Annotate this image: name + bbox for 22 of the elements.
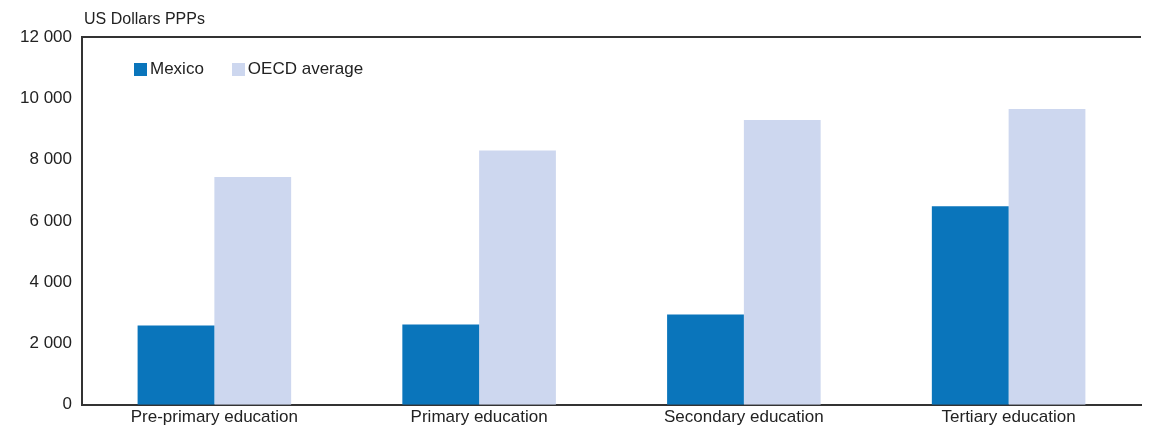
legend-label: OECD average — [247, 59, 364, 79]
x-tick-label: Pre-primary education — [130, 406, 298, 426]
y-tick-label: 10 000 — [20, 87, 72, 107]
bar — [137, 325, 215, 405]
legend-label: Mexico — [149, 59, 204, 79]
bar — [931, 206, 1009, 405]
y-axis-title: US Dollars PPPs — [84, 10, 205, 28]
x-tick-label: Primary education — [410, 406, 548, 426]
y-tick-label: 0 — [62, 394, 72, 414]
bar — [1008, 109, 1086, 405]
bar — [479, 150, 556, 405]
y-tick-label: 6 000 — [29, 210, 72, 230]
bar — [743, 120, 821, 405]
bar — [214, 177, 292, 405]
bar — [402, 324, 480, 405]
x-tick-label: Tertiary education — [941, 406, 1076, 426]
y-tick-label: 12 000 — [20, 26, 72, 46]
bar — [667, 314, 744, 405]
y-tick-label: 8 000 — [29, 149, 72, 169]
x-tick-label: Secondary education — [664, 406, 824, 426]
y-tick-label: 4 000 — [29, 271, 72, 291]
y-tick-label: 2 000 — [29, 333, 72, 353]
